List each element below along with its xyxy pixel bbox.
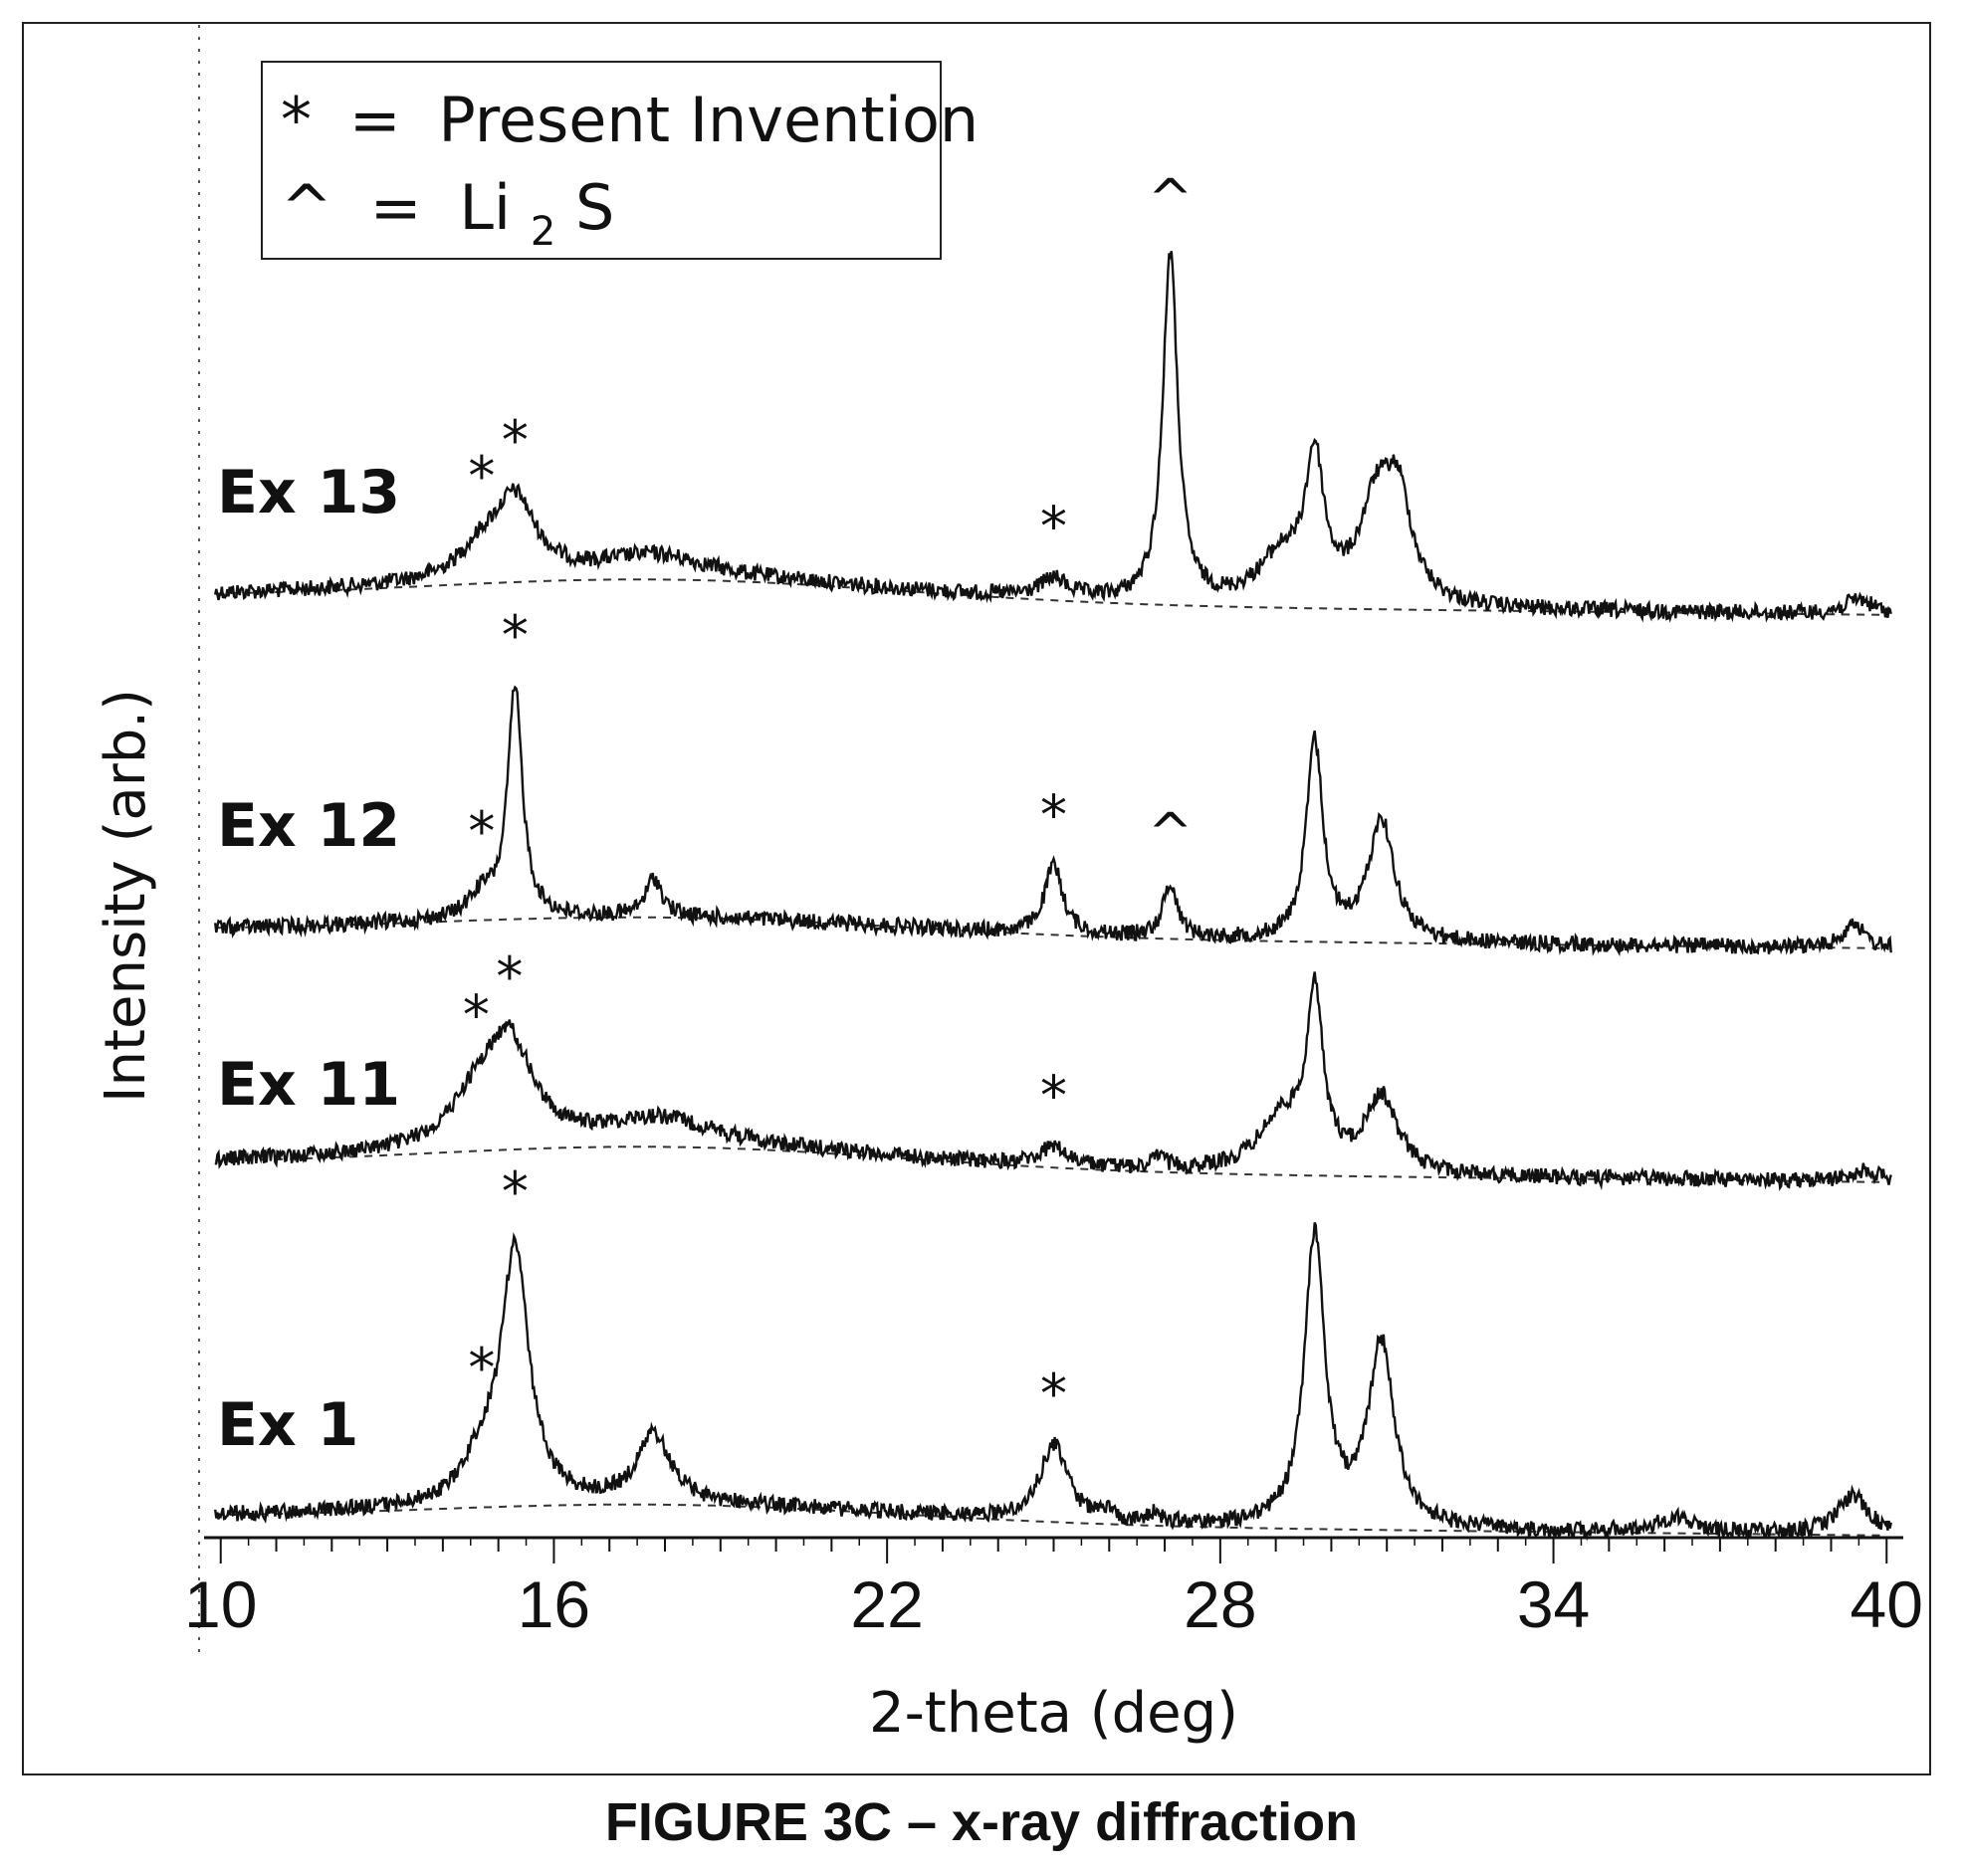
peak-marker-ex-12-0: * [468, 800, 495, 863]
peak-marker-ex-11-0: * [463, 983, 490, 1046]
trace-ex-13 [214, 251, 1892, 623]
legend-box [261, 61, 942, 260]
trace-ex-11 [214, 971, 1892, 1191]
trace-ex-1 [214, 1222, 1892, 1542]
peak-marker-ex-13-2: * [1040, 496, 1067, 558]
series-label-ex-1: Ex 1 [217, 1390, 358, 1460]
legend-entry-present-invention: * = Present Invention [281, 84, 979, 156]
y-axis-label: Intensity (arb.) [94, 689, 158, 1103]
peak-marker-ex-13-0: * [468, 445, 495, 508]
x-tick-label-22: 22 [850, 1567, 923, 1641]
x-tick-label-34: 34 [1517, 1567, 1590, 1641]
baseline-curve-ex-11 [215, 1146, 1881, 1183]
legend: * = Present Invention ^ = Li 2 S [261, 61, 979, 260]
trace-group [214, 251, 1892, 1542]
legend-text-subscript: 2 [531, 209, 555, 255]
legend-symbol-asterisk: * [281, 84, 312, 156]
peak-marker-ex-12-3: ^ [1148, 802, 1193, 865]
peak-marker-ex-1-1: * [502, 1160, 529, 1223]
peak-marker-ex-13-1: * [502, 409, 529, 472]
legend-equals: = [370, 171, 422, 244]
legend-entry-li2s: ^ = Li 2 S [281, 171, 614, 260]
peak-marker-ex-11-1: * [496, 945, 523, 1008]
peak-marker-ex-1-0: * [468, 1337, 495, 1399]
legend-text-present-invention: Present Invention [438, 84, 979, 156]
baseline-curve-ex-13 [215, 578, 1881, 616]
peak-marker-ex-12-2: * [1040, 784, 1067, 847]
x-tick-label-16: 16 [518, 1567, 590, 1641]
legend-equals: = [349, 84, 401, 156]
peak-marker-group: ***^*** ^****** [463, 167, 1193, 1425]
baseline-curve-ex-1 [215, 1503, 1881, 1537]
series-label-group: Ex 13 Ex 12 Ex 11 Ex 1 [217, 458, 400, 1460]
legend-symbol-caret: ^ [281, 171, 332, 244]
trace-ex-12 [214, 685, 1892, 957]
figure-caption: FIGURE 3C – x-ray diffraction [604, 1792, 1359, 1852]
x-tick-label-40: 40 [1851, 1567, 1923, 1641]
x-axis-label: 2-theta (deg) [869, 1681, 1238, 1746]
x-axis: 10 16 22 28 34 40 [184, 1536, 1923, 1641]
legend-text-li: Li [459, 171, 511, 244]
peak-marker-ex-12-1: * [502, 604, 529, 667]
series-label-ex-12: Ex 12 [217, 791, 400, 861]
series-label-ex-13: Ex 13 [217, 458, 400, 527]
peak-marker-ex-11-2: * [1040, 1065, 1067, 1128]
peak-marker-ex-1-2: * [1040, 1362, 1067, 1425]
peak-marker-ex-13-3: ^ [1148, 167, 1193, 230]
legend-text-s: S [575, 171, 614, 244]
figure-frame [22, 22, 1931, 1775]
x-tick-label-28: 28 [1184, 1567, 1256, 1641]
series-label-ex-11: Ex 11 [217, 1050, 400, 1120]
x-tick-label-10: 10 [184, 1567, 257, 1641]
